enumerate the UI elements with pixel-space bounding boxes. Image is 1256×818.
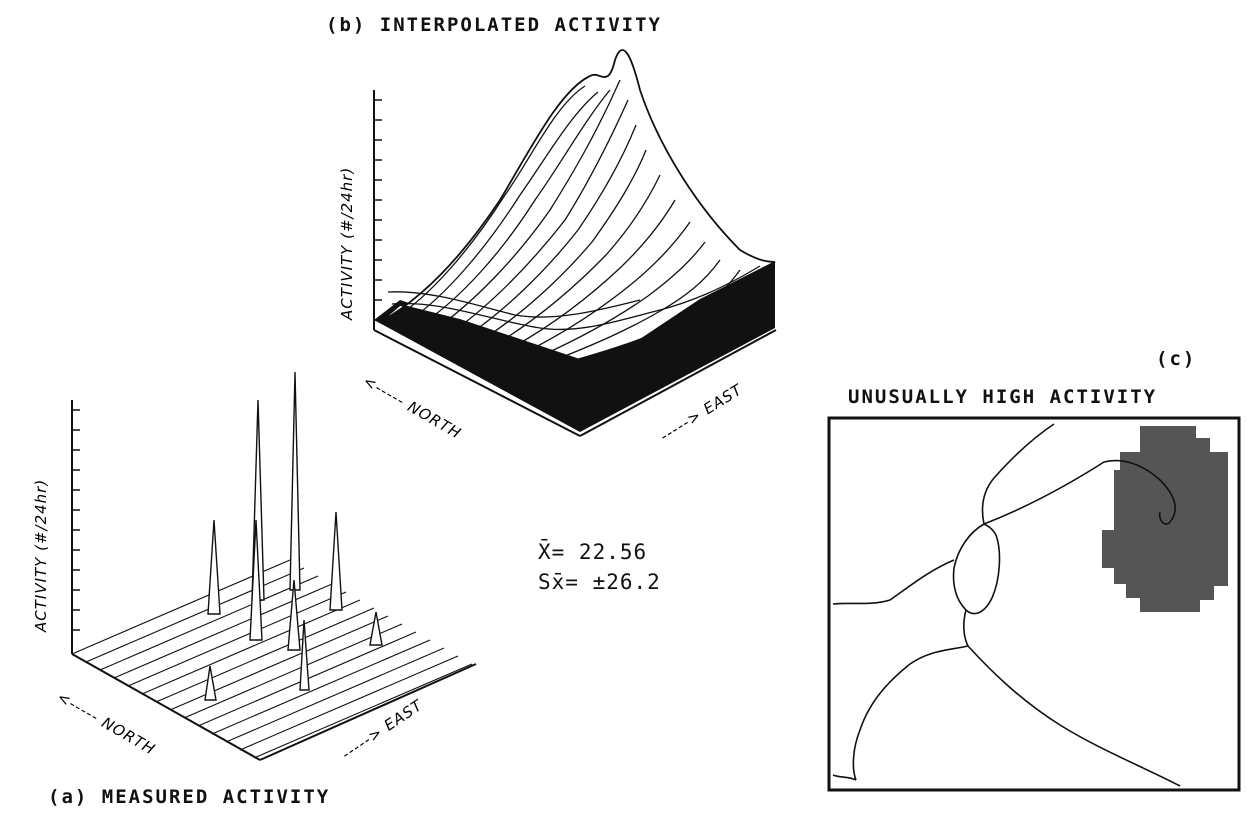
high-activity-region <box>1102 426 1228 612</box>
panel-a-north-edge <box>71 653 261 761</box>
panel-a-east-edge <box>259 663 477 761</box>
panel-c-letter: (c) <box>1156 348 1197 370</box>
mean-statistic: X̄= 22.56 <box>538 540 648 564</box>
panel-a-z-ticks <box>72 409 80 631</box>
panel-b-east-edge <box>579 329 777 437</box>
panel-c-title: UNUSUALLY HIGH ACTIVITY <box>848 386 1158 408</box>
panel-b-east-label: -----> EAST <box>657 380 747 445</box>
panel-b-surface-plot: ACTIVITY (#/24hr) <----- NORTH ----- <box>338 49 777 445</box>
panel-b-contour-lines <box>387 79 761 361</box>
std-statistic: Sx̄= ±26.2 <box>538 570 661 594</box>
panel-b-z-ticks <box>374 99 382 321</box>
panel-a-title: (a) MEASURED ACTIVITY <box>48 786 331 808</box>
panel-b-title: (b) INTERPOLATED ACTIVITY <box>326 14 662 36</box>
panel-b-surface-skirt <box>374 262 775 432</box>
panel-b-north-edge <box>373 329 581 437</box>
panel-b-surface-body <box>379 49 776 361</box>
panel-c-map <box>827 416 1241 792</box>
panel-b-north-label: <----- NORTH <box>360 372 465 443</box>
panel-a-north-label: <----- NORTH <box>54 688 159 759</box>
map-lines <box>832 423 1181 787</box>
panel-a-surface-plot: ACTIVITY (#/24hr) <box>32 371 477 763</box>
panel-b-z-label: ACTIVITY (#/24hr) <box>338 167 356 321</box>
panel-a-z-label: ACTIVITY (#/24hr) <box>32 479 50 633</box>
panel-a-spikes <box>204 371 383 701</box>
